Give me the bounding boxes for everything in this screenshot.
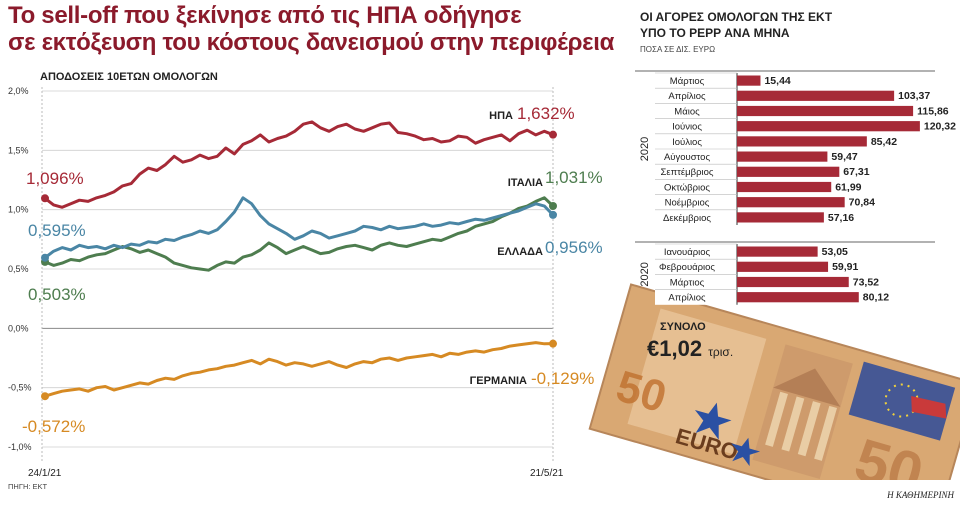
bar-category-label: Απρίλιος xyxy=(668,91,706,102)
group-year-label: 2020 xyxy=(639,137,651,161)
bar-label-panel xyxy=(655,244,737,305)
bar xyxy=(737,246,818,257)
bar-value-label: 70,84 xyxy=(849,197,875,209)
bar xyxy=(737,151,828,162)
bar-category-label: Φεβρουάριος xyxy=(659,262,715,273)
bar-category-label: Μάρτιος xyxy=(670,76,705,87)
bar-value-label: 73,52 xyxy=(853,276,879,288)
ecb-unit-label: ΠΟΣΑ ΣΕ ΔΙΣ. ΕΥΡΩ xyxy=(640,45,716,54)
series-line-germany xyxy=(44,341,554,398)
series-name-greece: ΕΛΛΑΔΑ xyxy=(497,246,543,258)
source-note: ΠΗΓΗ: ΕΚΤ xyxy=(8,482,48,491)
bar-value-label: 61,99 xyxy=(835,181,861,193)
bar-category-label: Σεπτέμβριος xyxy=(661,167,714,178)
svg-text:EURO: EURO xyxy=(673,423,741,465)
bar-category-label: Απρίλιος xyxy=(668,293,706,304)
y-tick-label: 0,0% xyxy=(8,323,29,333)
x-start-label: 24/1/21 xyxy=(28,468,62,479)
series-end-marker-italy xyxy=(549,201,557,210)
bar xyxy=(737,212,824,223)
series-end-label-germany: -0,129% xyxy=(531,369,594,388)
series-end-marker-germany xyxy=(549,339,557,348)
ecb-title-line-1: ΟΙ ΑΓΟΡΕΣ ΟΜΟΛΟΓΩΝ ΤΗΣ ΕΚΤ xyxy=(640,10,833,24)
y-tick-label: -1,0% xyxy=(8,442,32,452)
series-end-label-greece: 0,956% xyxy=(545,238,603,257)
bar-value-label: 59,47 xyxy=(831,151,857,163)
bar-value-label: 103,37 xyxy=(898,90,930,102)
series-start-label-italy: 0,503% xyxy=(28,285,86,304)
series-name-italy: ΙΤΑΛΙΑ xyxy=(508,177,543,189)
series-start-marker-usa xyxy=(41,194,49,203)
bar-category-label: Μάιος xyxy=(674,106,700,117)
bar xyxy=(737,166,840,177)
series-line-greece xyxy=(44,196,555,259)
bar-value-label: 120,32 xyxy=(924,121,956,133)
headline-line-2: σε εκτόξευση του κόστους δανεισμού στην … xyxy=(8,29,615,56)
total-unit: τρισ. xyxy=(708,345,734,359)
series-name-usa: ΗΠΑ xyxy=(489,110,513,122)
bar xyxy=(737,75,761,86)
bar-value-label: 57,16 xyxy=(828,212,854,224)
bar-label-panel xyxy=(655,73,737,225)
bar-value-label: 67,31 xyxy=(843,166,869,178)
publisher-brand: Η ΚΑΘΗΜΕΡΙΝΗ xyxy=(887,490,954,500)
series-name-germany: ΓΕΡΜΑΝΙΑ xyxy=(470,375,527,387)
bar xyxy=(737,197,845,208)
yield-line-chart: -1,0% -0,5% 0,0% 0,5% 1,0% 1,5% 2,0% 24/1/21 21/… xyxy=(8,86,603,479)
bar-category-label: Ιανουάριος xyxy=(664,247,711,258)
x-end-label: 21/5/21 xyxy=(530,468,564,479)
ecb-chart-title: ΟΙ ΑΓΟΡΕΣ ΟΜΟΛΟΓΩΝ ΤΗΣ ΕΚΤ ΥΠΟ ΤΟ PEPP Α… xyxy=(640,9,832,41)
bar xyxy=(737,121,920,132)
banknote-body xyxy=(589,284,960,505)
series-start-marker-greece xyxy=(41,253,49,262)
total-amount: €1,02 xyxy=(647,336,703,361)
bar xyxy=(737,276,849,288)
series-line-usa xyxy=(44,120,554,209)
series-start-label-greece: 0,595% xyxy=(28,221,86,240)
series-start-label-usa: 1,096% xyxy=(26,169,84,188)
bar-category-label: Δεκέμβριος xyxy=(663,213,711,224)
bar-category-label: Ιούνιος xyxy=(672,122,702,133)
y-tick-label: 0,5% xyxy=(8,264,29,274)
bar-category-label: Οκτώβριος xyxy=(664,182,710,193)
series-line-italy xyxy=(44,196,555,272)
y-tick-label: -0,5% xyxy=(8,383,32,393)
bar-category-label: Νοέμβριος xyxy=(665,198,710,209)
bar-category-label: Αύγουστος xyxy=(664,152,711,163)
series-end-marker-greece xyxy=(549,210,557,219)
bar-value-label: 59,91 xyxy=(832,261,858,273)
bar xyxy=(737,292,859,303)
line-chart-title: ΑΠΟΔΟΣΕΙΣ 10ΕΤΩΝ ΟΜΟΛΟΓΩΝ xyxy=(40,71,218,83)
total-value: €1,02 τρισ. xyxy=(647,336,733,362)
banknote-denomination: 50 xyxy=(611,362,672,423)
bar-value-label: 15,44 xyxy=(764,75,790,87)
y-tick-label: 1,5% xyxy=(8,145,29,155)
bar-value-label: 53,05 xyxy=(822,246,848,258)
ecb-title-line-2: ΥΠΟ ΤΟ PEPP ΑΝΑ ΜΗΝΑ xyxy=(640,26,790,40)
bar xyxy=(737,136,867,147)
series-start-label-germany: -0,572% xyxy=(22,417,85,436)
series-start-marker-germany xyxy=(41,392,49,401)
bar-value-label: 85,42 xyxy=(871,136,897,148)
group-year-label: 2020 xyxy=(639,262,651,286)
total-label: ΣΥΝΟΛΟ xyxy=(660,321,706,333)
y-tick-label: 2,0% xyxy=(8,86,29,96)
series-end-label-italy: 1,031% xyxy=(545,168,603,187)
y-tick-label: 1,0% xyxy=(8,205,29,215)
bar xyxy=(737,90,895,101)
bar-value-label: 115,86 xyxy=(917,105,949,117)
headline-line-1: Το sell-off που ξεκίνησε από τις ΗΠΑ οδή… xyxy=(8,2,522,29)
banknote-flag xyxy=(848,361,956,441)
series-end-label-usa: 1,632% xyxy=(517,104,575,123)
bar-value-label: 80,12 xyxy=(863,292,889,304)
bar xyxy=(737,181,832,193)
bar xyxy=(737,261,829,272)
bar-category-label: Ιούλιος xyxy=(672,137,702,148)
series-end-marker-usa xyxy=(549,130,557,139)
headline: Το sell-off που ξεκίνησε από τις ΗΠΑ οδή… xyxy=(8,2,615,56)
bar xyxy=(737,105,914,117)
bar-category-label: Μάρτιος xyxy=(670,277,705,288)
